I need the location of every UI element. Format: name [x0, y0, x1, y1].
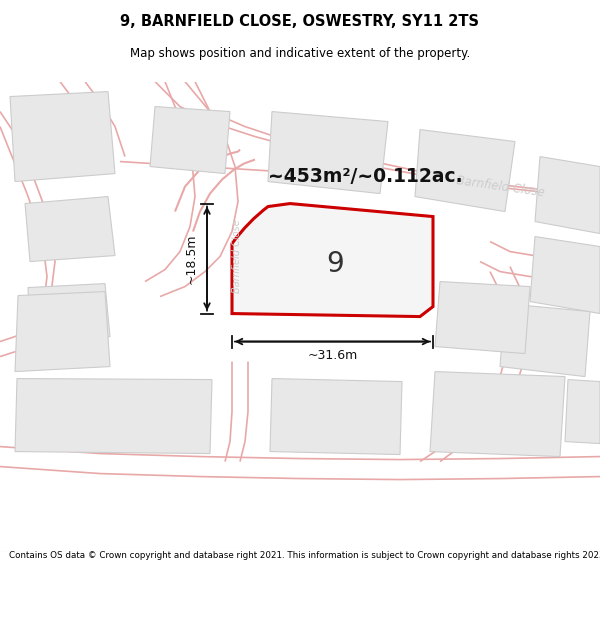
PathPatch shape — [232, 204, 433, 316]
Polygon shape — [435, 281, 530, 354]
Text: ~453m²/~0.112ac.: ~453m²/~0.112ac. — [268, 167, 463, 186]
Polygon shape — [535, 156, 600, 234]
Text: ~31.6m: ~31.6m — [307, 349, 358, 362]
Polygon shape — [15, 379, 212, 454]
Polygon shape — [270, 379, 402, 454]
Polygon shape — [415, 129, 515, 211]
Polygon shape — [25, 196, 115, 261]
Text: Barnfield Close: Barnfield Close — [455, 174, 545, 199]
Polygon shape — [565, 379, 600, 444]
Text: 9, BARNFIELD CLOSE, OSWESTRY, SY11 2TS: 9, BARNFIELD CLOSE, OSWESTRY, SY11 2TS — [121, 14, 479, 29]
Polygon shape — [500, 304, 590, 376]
Polygon shape — [15, 291, 110, 371]
Text: Barnfield Close: Barnfield Close — [232, 219, 242, 294]
Text: ~18.5m: ~18.5m — [185, 233, 197, 284]
Polygon shape — [268, 111, 388, 194]
Polygon shape — [430, 371, 565, 456]
Polygon shape — [28, 284, 110, 341]
Text: Map shows position and indicative extent of the property.: Map shows position and indicative extent… — [130, 48, 470, 61]
Text: 9: 9 — [326, 249, 344, 278]
Text: Contains OS data © Crown copyright and database right 2021. This information is : Contains OS data © Crown copyright and d… — [9, 551, 600, 560]
Polygon shape — [10, 91, 115, 181]
Polygon shape — [150, 106, 230, 174]
Polygon shape — [530, 236, 600, 314]
